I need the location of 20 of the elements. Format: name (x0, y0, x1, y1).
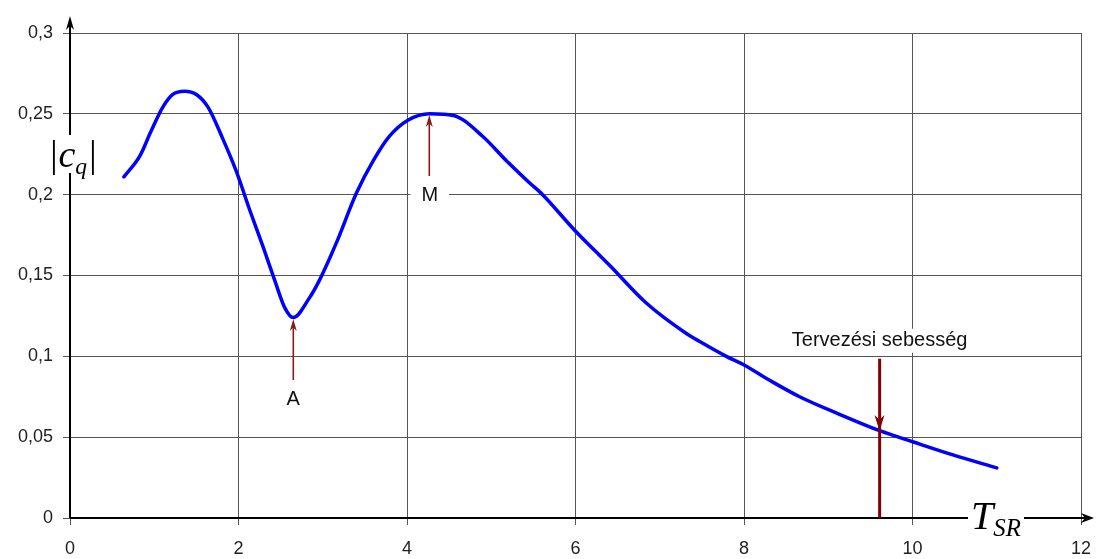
y-tick-label: 0,1 (27, 345, 53, 366)
x-tick-label: 2 (233, 537, 244, 558)
x-axis-title: T$_{SR}$ (970, 493, 1022, 542)
x-tick-label: 4 (401, 537, 413, 558)
y-tick-label: 0,25 (17, 102, 53, 123)
x-tick-label: 8 (738, 537, 750, 558)
annotation: M (421, 183, 439, 206)
x-tick-label: 10 (902, 537, 923, 558)
x-tick-label: 12 (1070, 537, 1092, 558)
y-tick-label: 0,15 (17, 264, 53, 285)
y-tick-label: 0,2 (27, 183, 53, 204)
line-series (122, 89, 999, 470)
x-tick-label: 0 (64, 537, 76, 558)
y-tick-label: 0,3 (27, 21, 53, 42)
y-axis-title: |c$_{q}$| (47, 133, 99, 180)
x-tick-label: 6 (570, 537, 581, 558)
y-tick-label: 0,05 (17, 426, 53, 447)
ref-line-label: Tervezési sebesség (791, 328, 968, 351)
annotation: A (286, 387, 301, 410)
y-tick-label: 0 (42, 506, 53, 527)
